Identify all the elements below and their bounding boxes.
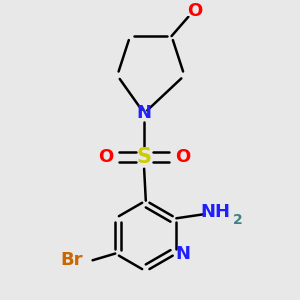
Text: Br: Br — [60, 251, 83, 269]
Text: S: S — [136, 147, 152, 167]
Text: N: N — [136, 104, 152, 122]
Text: N: N — [176, 244, 190, 262]
Text: O: O — [188, 2, 203, 20]
Text: NH: NH — [201, 202, 231, 220]
Text: O: O — [175, 148, 190, 166]
Text: O: O — [98, 148, 113, 166]
Text: 2: 2 — [233, 213, 242, 227]
